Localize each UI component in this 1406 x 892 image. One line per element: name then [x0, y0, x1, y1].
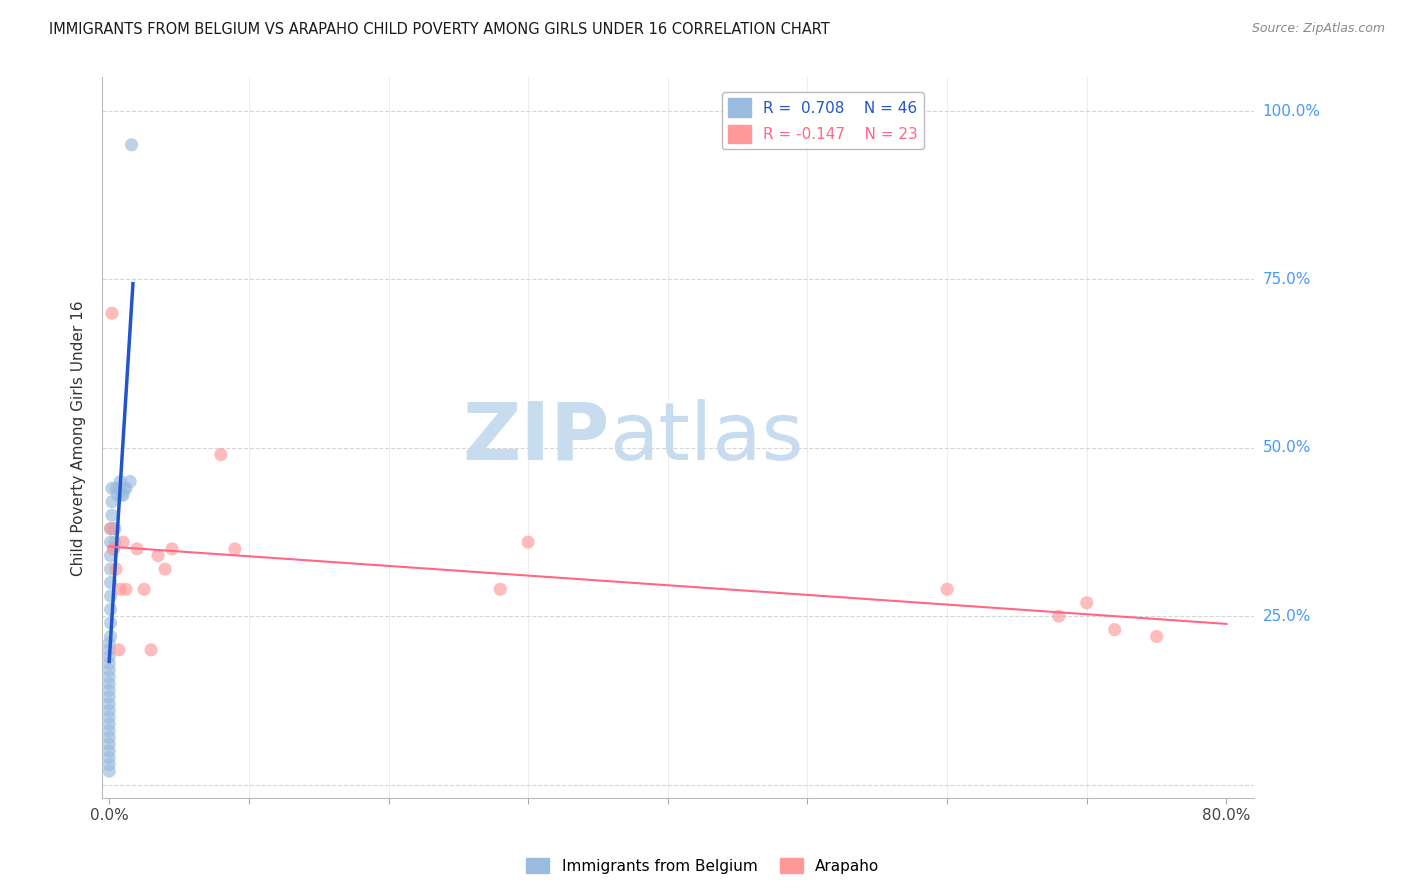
Point — [111, 488, 134, 502]
Point — [98, 757, 121, 772]
Text: 50.0%: 50.0% — [1263, 441, 1310, 455]
Text: Source: ZipAtlas.com: Source: ZipAtlas.com — [1251, 22, 1385, 36]
Point — [104, 522, 127, 536]
Point — [112, 488, 135, 502]
Text: 75.0%: 75.0% — [1263, 272, 1310, 287]
Point — [1047, 609, 1070, 624]
Point — [1076, 596, 1098, 610]
Point — [98, 636, 121, 650]
Point — [98, 764, 121, 778]
Point — [100, 562, 122, 576]
Point — [98, 704, 121, 718]
Point — [98, 663, 121, 677]
Point — [98, 697, 121, 711]
Point — [105, 481, 128, 495]
Point — [1104, 623, 1126, 637]
Point — [132, 582, 155, 597]
Point — [103, 522, 125, 536]
Point — [98, 683, 121, 698]
Point — [103, 541, 125, 556]
Point — [209, 448, 232, 462]
Point — [98, 670, 121, 684]
Point — [110, 475, 132, 489]
Point — [100, 602, 122, 616]
Point — [100, 522, 122, 536]
Point — [98, 723, 121, 738]
Point — [98, 731, 121, 745]
Legend: Immigrants from Belgium, Arapaho: Immigrants from Belgium, Arapaho — [520, 852, 886, 880]
Text: 25.0%: 25.0% — [1263, 608, 1310, 624]
Point — [115, 582, 138, 597]
Point — [112, 535, 135, 549]
Point — [98, 710, 121, 724]
Point — [100, 549, 122, 563]
Point — [101, 481, 124, 495]
Point — [98, 750, 121, 764]
Point — [121, 137, 143, 152]
Point — [146, 549, 169, 563]
Point — [153, 562, 176, 576]
Point — [100, 589, 122, 603]
Point — [98, 643, 121, 657]
Point — [98, 657, 121, 671]
Point — [101, 508, 124, 523]
Legend: R =  0.708    N = 46, R = -0.147    N = 23: R = 0.708 N = 46, R = -0.147 N = 23 — [723, 92, 924, 150]
Point — [100, 629, 122, 643]
Point — [104, 535, 127, 549]
Point — [936, 582, 959, 597]
Point — [100, 575, 122, 590]
Point — [100, 615, 122, 630]
Point — [100, 535, 122, 549]
Point — [114, 481, 136, 495]
Text: atlas: atlas — [609, 399, 804, 476]
Point — [103, 541, 125, 556]
Text: 100.0%: 100.0% — [1263, 103, 1320, 119]
Point — [110, 582, 132, 597]
Point — [127, 541, 149, 556]
Point — [98, 649, 121, 664]
Text: ZIP: ZIP — [463, 399, 609, 476]
Point — [160, 541, 183, 556]
Point — [101, 306, 124, 320]
Point — [98, 690, 121, 704]
Y-axis label: Child Poverty Among Girls Under 16: Child Poverty Among Girls Under 16 — [72, 300, 86, 575]
Point — [139, 643, 162, 657]
Point — [115, 481, 138, 495]
Point — [517, 535, 540, 549]
Text: IMMIGRANTS FROM BELGIUM VS ARAPAHO CHILD POVERTY AMONG GIRLS UNDER 16 CORRELATIO: IMMIGRANTS FROM BELGIUM VS ARAPAHO CHILD… — [49, 22, 830, 37]
Point — [224, 541, 246, 556]
Point — [98, 737, 121, 751]
Point — [1146, 629, 1168, 643]
Point — [120, 475, 142, 489]
Point — [105, 562, 128, 576]
Point — [98, 717, 121, 731]
Point — [98, 744, 121, 758]
Point — [108, 643, 131, 657]
Point — [489, 582, 512, 597]
Point — [107, 488, 129, 502]
Point — [100, 522, 122, 536]
Point — [108, 481, 131, 495]
Point — [98, 676, 121, 690]
Point — [101, 494, 124, 508]
